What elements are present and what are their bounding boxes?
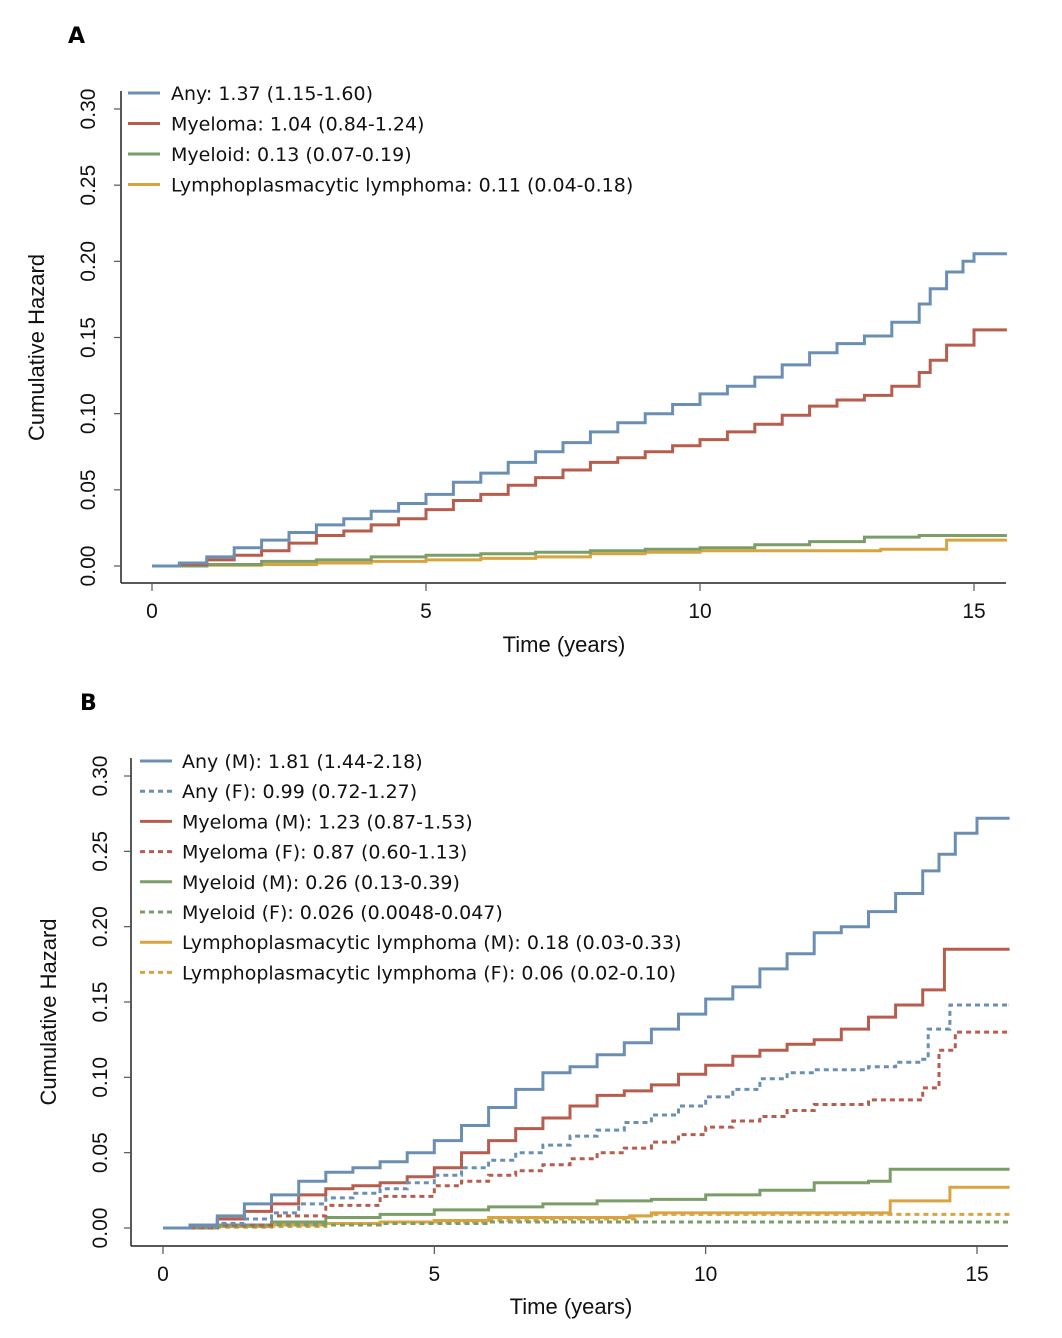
series-line-myeloma-m xyxy=(163,947,1010,1230)
x-axis-title: Time (years) xyxy=(510,1294,633,1319)
y-tick-label: 0.00 xyxy=(89,1208,112,1249)
x-tick-label: 0 xyxy=(146,600,158,623)
y-axis-title: Cumulative Hazard xyxy=(24,254,49,441)
y-tick-label: 0.20 xyxy=(89,906,112,947)
y-tick-label: 0.00 xyxy=(77,546,100,587)
legend-entry: Myeloid: 0.13 (0.07-0.19) xyxy=(171,144,412,166)
legend-entry: Any (F): 0.99 (0.72-1.27) xyxy=(182,781,417,803)
x-tick-label: 0 xyxy=(157,1263,169,1286)
x-tick-label: 5 xyxy=(420,600,432,623)
y-tick-label: 0.10 xyxy=(89,1057,112,1098)
x-tick-label: 10 xyxy=(688,600,711,623)
legend-entry: Myeloma: 1.04 (0.84-1.24) xyxy=(171,114,424,136)
y-tick-label: 0.05 xyxy=(77,469,100,510)
x-axis-title: Time (years) xyxy=(503,632,626,657)
chart-panel-b: B 0.00 0.05 0.10 0.15 0.20 0.25 0.30 0 5 10 15 Cumul… xyxy=(36,691,1010,1319)
series-line-any xyxy=(152,252,1007,568)
chart-panel-a: A 0.00 0.05 0.10 0.15 0.20 0.25 0.30 0 5 10 15 Cumul… xyxy=(24,24,1007,657)
y-tick-label: 0.25 xyxy=(77,165,100,206)
series-line-myeloid-m xyxy=(163,1167,1010,1230)
series-line-lymphoplasmacytic-lymphoma xyxy=(152,538,1007,568)
y-axis-title: Cumulative Hazard xyxy=(36,918,61,1105)
legend-entry: Lymphoplasmacytic lymphoma (M): 0.18 (0.… xyxy=(182,932,682,954)
panel-label: B xyxy=(80,691,97,716)
legend-entry: Any (M): 1.81 (1.44-2.18) xyxy=(182,751,423,773)
series-line-myeloma-f xyxy=(163,1030,1010,1230)
x-tick-label: 15 xyxy=(962,600,985,623)
legend-entry: Lymphoplasmacytic lymphoma (F): 0.06 (0.… xyxy=(182,962,676,984)
legend-entry: Myeloid (F): 0.026 (0.0048-0.047) xyxy=(182,902,503,924)
legend-entry: Myeloid (M): 0.26 (0.13-0.39) xyxy=(182,872,460,894)
x-tick-label: 10 xyxy=(694,1263,717,1286)
y-tick-label: 0.30 xyxy=(77,89,100,130)
legend-entry: Any: 1.37 (1.15-1.60) xyxy=(171,83,373,105)
series-line-any-m xyxy=(163,816,1010,1230)
legend-entry: Lymphoplasmacytic lymphoma: 0.11 (0.04-0… xyxy=(171,175,633,197)
series-line-myeloma xyxy=(152,328,1007,568)
series-line-any-f xyxy=(163,1003,1010,1230)
y-tick-label: 0.15 xyxy=(89,982,112,1023)
y-tick-label: 0.30 xyxy=(89,756,112,797)
y-tick-label: 0.25 xyxy=(89,831,112,872)
y-tick-label: 0.10 xyxy=(77,393,100,434)
panel-label: A xyxy=(68,24,85,49)
y-tick-label: 0.05 xyxy=(89,1132,112,1173)
y-tick-label: 0.15 xyxy=(77,317,100,358)
legend-entry: Myeloma (F): 0.87 (0.60-1.13) xyxy=(182,842,467,864)
legend-entry: Myeloma (M): 1.23 (0.87-1.53) xyxy=(182,811,473,833)
x-tick-label: 5 xyxy=(428,1263,440,1286)
y-tick-label: 0.20 xyxy=(77,241,100,282)
series-line-myeloid xyxy=(152,534,1007,568)
x-tick-label: 15 xyxy=(965,1263,988,1286)
